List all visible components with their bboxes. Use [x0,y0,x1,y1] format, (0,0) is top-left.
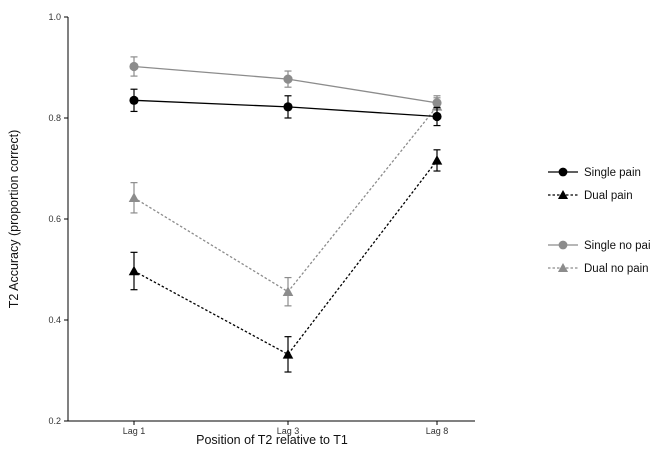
data-point [129,61,139,72]
data-point [282,349,294,359]
series-single-pain [129,88,442,127]
legend-marker [557,189,569,200]
series-dual-no-pain [128,97,443,307]
y-axis-title: T2 Accuracy (proportion correct) [7,130,21,309]
series-dual-pain [128,149,443,373]
legend-label: Dual no pain [584,263,649,275]
y-tick-label: 0.2 [48,416,61,426]
y-tick-label: 0.8 [48,113,61,123]
legend-item: Dual pain [548,189,633,202]
y-tick-label: 0.6 [48,214,61,224]
legend-marker [558,240,568,250]
series-line [133,105,438,293]
x-axis-ticks: Lag 1 Lag 3 Lag 8 [123,421,449,436]
y-tick-label: 1.0 [48,12,61,22]
legend-marker [557,262,569,273]
legend: Single pain Dual pain Single no pain Dual n… [548,167,651,275]
legend-label: Single no pain [584,240,651,252]
data-point [431,101,443,111]
y-axis-ticks: 0.2 0.4 0.6 0.8 1.0 [48,12,68,426]
legend-item: Dual no pain [548,262,649,275]
data-point [129,95,139,105]
x-tick-label: Lag 1 [123,426,146,436]
data-point [282,286,294,296]
y-tick-label: 0.4 [48,315,61,325]
data-point [431,155,443,165]
plot-area: 0.2 0.4 0.6 0.8 1.0 Lag 1 Lag 3 Lag 8 [48,12,475,436]
legend-label: Single pain [584,167,641,179]
x-axis-title: Position of T2 relative to T1 [196,433,348,447]
legend-item: Single pain [548,167,641,179]
legend-item: Single no pain [548,240,651,252]
legend-label: Dual pain [584,190,633,202]
series-line [133,160,438,356]
data-point [283,74,293,84]
x-tick-label: Lag 8 [426,426,449,436]
data-point [128,265,140,276]
legend-marker [558,167,568,177]
data-point [283,102,293,112]
data-point [128,192,140,203]
data-point [432,111,442,122]
series-line [133,65,438,104]
series-layer [128,56,443,373]
x-tick-label: Lag 3 [277,426,300,436]
